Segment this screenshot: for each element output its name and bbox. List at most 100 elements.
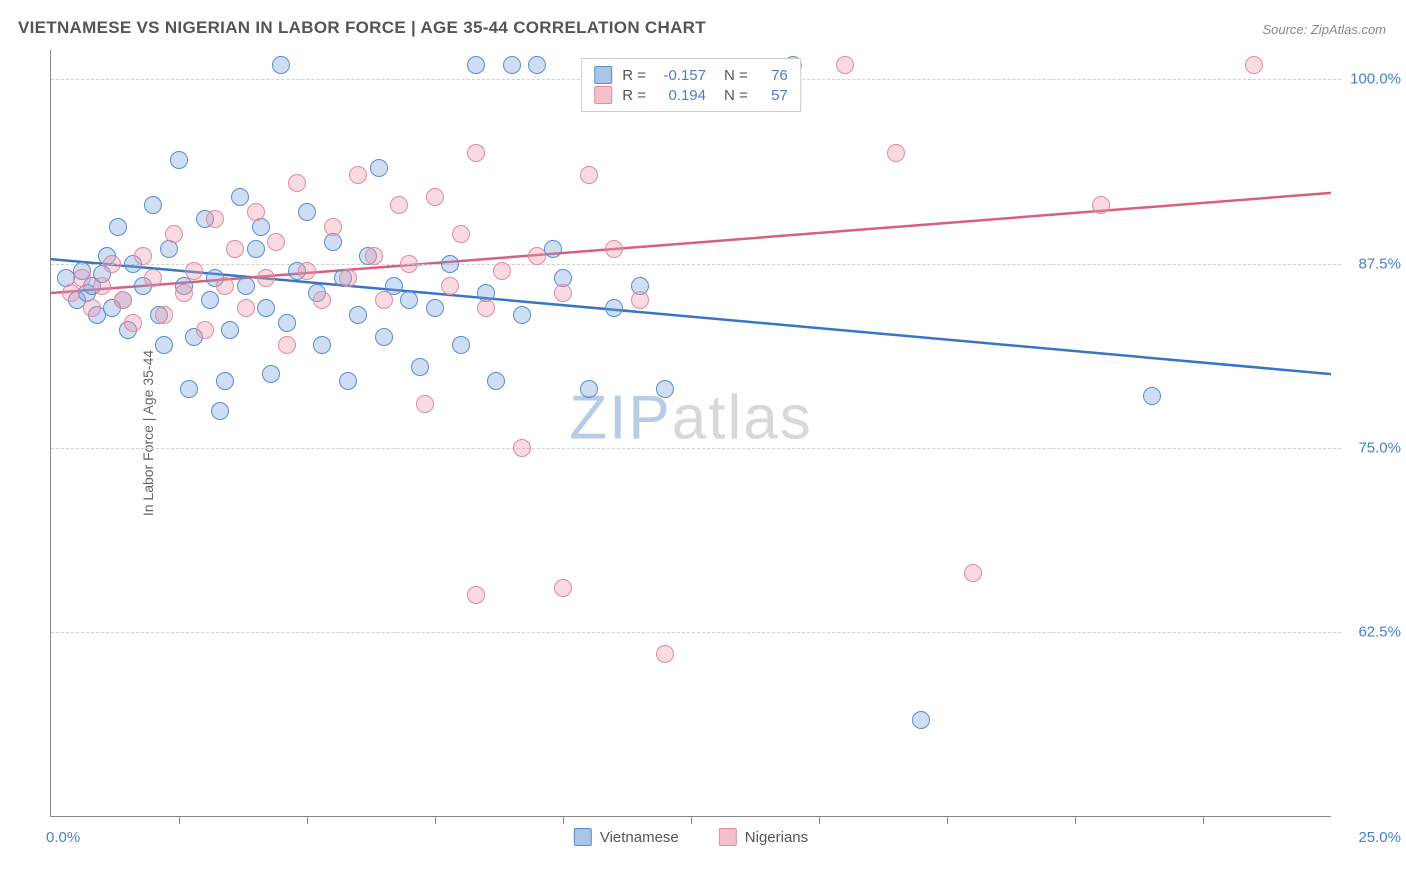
- data-point: [554, 284, 572, 302]
- data-point: [390, 196, 408, 214]
- data-point: [165, 225, 183, 243]
- data-point: [487, 372, 505, 390]
- x-tick: [691, 816, 692, 824]
- data-point: [631, 291, 649, 309]
- data-point: [83, 299, 101, 317]
- chart-title: VIETNAMESE VS NIGERIAN IN LABOR FORCE | …: [18, 18, 706, 38]
- data-point: [493, 262, 511, 280]
- data-point: [580, 166, 598, 184]
- data-point: [452, 225, 470, 243]
- data-point: [196, 321, 214, 339]
- data-point: [426, 299, 444, 317]
- data-point: [278, 336, 296, 354]
- gridline: [51, 632, 1341, 633]
- stat-swatch: [594, 86, 612, 104]
- y-tick-label: 100.0%: [1350, 71, 1401, 88]
- data-point: [170, 151, 188, 169]
- stat-r-value: 0.194: [656, 87, 706, 104]
- data-point: [257, 269, 275, 287]
- data-point: [1092, 196, 1110, 214]
- data-point: [503, 56, 521, 74]
- data-point: [544, 240, 562, 258]
- x-tick: [307, 816, 308, 824]
- data-point: [400, 255, 418, 273]
- data-point: [180, 380, 198, 398]
- data-point: [103, 255, 121, 273]
- legend: Vietnamese Nigerians: [574, 828, 808, 846]
- x-tick: [179, 816, 180, 824]
- watermark: ZIPatlas: [569, 382, 812, 453]
- stat-n-value: 57: [758, 87, 788, 104]
- data-point: [144, 269, 162, 287]
- data-point: [912, 711, 930, 729]
- y-tick-label: 62.5%: [1358, 623, 1401, 640]
- plot-area: In Labor Force | Age 35-44 ZIPatlas 62.5…: [50, 50, 1331, 817]
- stat-swatch: [594, 66, 612, 84]
- x-axis-min-label: 0.0%: [46, 829, 80, 846]
- x-tick: [435, 816, 436, 824]
- data-point: [262, 365, 280, 383]
- data-point: [605, 240, 623, 258]
- data-point: [441, 277, 459, 295]
- data-point: [1143, 387, 1161, 405]
- data-point: [605, 299, 623, 317]
- stat-r-label: R =: [622, 87, 646, 104]
- data-point: [370, 159, 388, 177]
- data-point: [73, 269, 91, 287]
- stat-row: R = -0.157 N = 76: [594, 66, 788, 84]
- data-point: [528, 247, 546, 265]
- legend-swatch: [719, 828, 737, 846]
- data-point: [452, 336, 470, 354]
- data-point: [887, 144, 905, 162]
- data-point: [411, 358, 429, 376]
- gridline: [51, 264, 1341, 265]
- data-point: [124, 314, 142, 332]
- data-point: [257, 299, 275, 317]
- legend-label: Vietnamese: [600, 829, 679, 846]
- x-tick: [947, 816, 948, 824]
- data-point: [1245, 56, 1263, 74]
- data-point: [134, 247, 152, 265]
- data-point: [513, 306, 531, 324]
- data-point: [144, 196, 162, 214]
- data-point: [155, 336, 173, 354]
- stat-n-label: N =: [724, 67, 748, 84]
- data-point: [467, 586, 485, 604]
- data-point: [349, 166, 367, 184]
- data-point: [477, 299, 495, 317]
- x-tick: [819, 816, 820, 824]
- data-point: [175, 284, 193, 302]
- x-tick: [1203, 816, 1204, 824]
- data-point: [114, 291, 132, 309]
- data-point: [185, 262, 203, 280]
- data-point: [313, 336, 331, 354]
- data-point: [467, 144, 485, 162]
- stat-r-label: R =: [622, 67, 646, 84]
- data-point: [836, 56, 854, 74]
- data-point: [375, 328, 393, 346]
- data-point: [237, 277, 255, 295]
- data-point: [211, 402, 229, 420]
- x-tick: [1075, 816, 1076, 824]
- data-point: [513, 439, 531, 457]
- legend-swatch: [574, 828, 592, 846]
- y-tick-label: 75.0%: [1358, 439, 1401, 456]
- data-point: [201, 291, 219, 309]
- y-axis-label: In Labor Force | Age 35-44: [140, 350, 156, 516]
- data-point: [226, 240, 244, 258]
- stat-n-value: 76: [758, 67, 788, 84]
- data-point: [324, 218, 342, 236]
- gridline: [51, 448, 1341, 449]
- data-point: [656, 645, 674, 663]
- data-point: [528, 56, 546, 74]
- x-axis-max-label: 25.0%: [1358, 829, 1401, 846]
- data-point: [365, 247, 383, 265]
- data-point: [349, 306, 367, 324]
- legend-item: Nigerians: [719, 828, 808, 846]
- data-point: [93, 277, 111, 295]
- data-point: [964, 564, 982, 582]
- stat-r-value: -0.157: [656, 67, 706, 84]
- data-point: [216, 372, 234, 390]
- y-tick-label: 87.5%: [1358, 255, 1401, 272]
- data-point: [339, 372, 357, 390]
